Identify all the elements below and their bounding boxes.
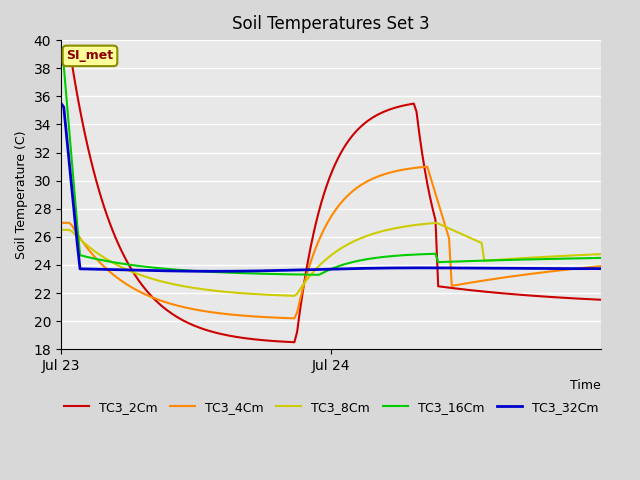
TC3_32Cm <box>201 268 209 274</box>
TC3_16Cm <box>554 256 561 262</box>
TC3_4Cm <box>57 220 65 226</box>
TC3_2Cm <box>201 327 209 333</box>
TC3_16Cm <box>201 269 209 275</box>
TC3_16Cm <box>79 253 86 259</box>
TC3_4Cm <box>291 315 298 321</box>
Line: TC3_2Cm: TC3_2Cm <box>61 54 601 342</box>
TC3_8Cm <box>597 251 605 257</box>
TC3_8Cm <box>201 287 209 292</box>
Line: TC3_4Cm: TC3_4Cm <box>61 167 601 318</box>
TC3_16Cm <box>157 265 165 271</box>
TC3_32Cm <box>597 266 605 272</box>
TC3_32Cm <box>554 266 561 272</box>
Line: TC3_32Cm: TC3_32Cm <box>61 103 601 271</box>
TC3_4Cm <box>597 263 605 269</box>
TC3_2Cm <box>573 296 580 301</box>
TC3_8Cm <box>79 239 86 245</box>
TC3_32Cm <box>209 268 217 274</box>
TC3_16Cm <box>597 255 605 261</box>
TC3_8Cm <box>291 293 298 299</box>
TC3_8Cm <box>57 227 65 233</box>
Y-axis label: Soil Temperature (C): Soil Temperature (C) <box>15 131 28 259</box>
Text: SI_met: SI_met <box>67 49 113 62</box>
Legend: TC3_2Cm, TC3_4Cm, TC3_8Cm, TC3_16Cm, TC3_32Cm: TC3_2Cm, TC3_4Cm, TC3_8Cm, TC3_16Cm, TC3… <box>59 396 603 419</box>
TC3_8Cm <box>90 248 97 253</box>
TC3_16Cm <box>90 255 97 261</box>
TC3_2Cm <box>90 168 97 174</box>
TC3_2Cm <box>597 297 605 303</box>
TC3_16Cm <box>573 255 580 261</box>
TC3_8Cm <box>157 278 165 284</box>
TC3_16Cm <box>57 58 65 64</box>
TC3_4Cm <box>556 267 564 273</box>
TC3_4Cm <box>575 265 583 271</box>
TC3_8Cm <box>575 252 583 258</box>
TC3_2Cm <box>57 51 65 57</box>
TC3_2Cm <box>554 295 561 300</box>
TC3_4Cm <box>201 308 209 314</box>
TC3_8Cm <box>556 253 564 259</box>
TC3_4Cm <box>90 253 97 259</box>
TC3_16Cm <box>315 272 323 278</box>
TC3_32Cm <box>79 266 86 272</box>
TC3_32Cm <box>157 268 165 274</box>
X-axis label: Time: Time <box>570 379 601 392</box>
Title: Soil Temperatures Set 3: Soil Temperatures Set 3 <box>232 15 430 33</box>
TC3_2Cm <box>291 339 298 345</box>
TC3_4Cm <box>79 239 86 245</box>
TC3_32Cm <box>57 100 65 106</box>
TC3_4Cm <box>157 298 165 304</box>
TC3_32Cm <box>573 266 580 272</box>
Line: TC3_16Cm: TC3_16Cm <box>61 61 601 275</box>
TC3_4Cm <box>424 164 431 170</box>
TC3_2Cm <box>157 303 165 309</box>
TC3_2Cm <box>79 120 86 126</box>
TC3_32Cm <box>90 266 97 272</box>
TC3_8Cm <box>431 220 439 226</box>
Line: TC3_8Cm: TC3_8Cm <box>61 223 601 296</box>
